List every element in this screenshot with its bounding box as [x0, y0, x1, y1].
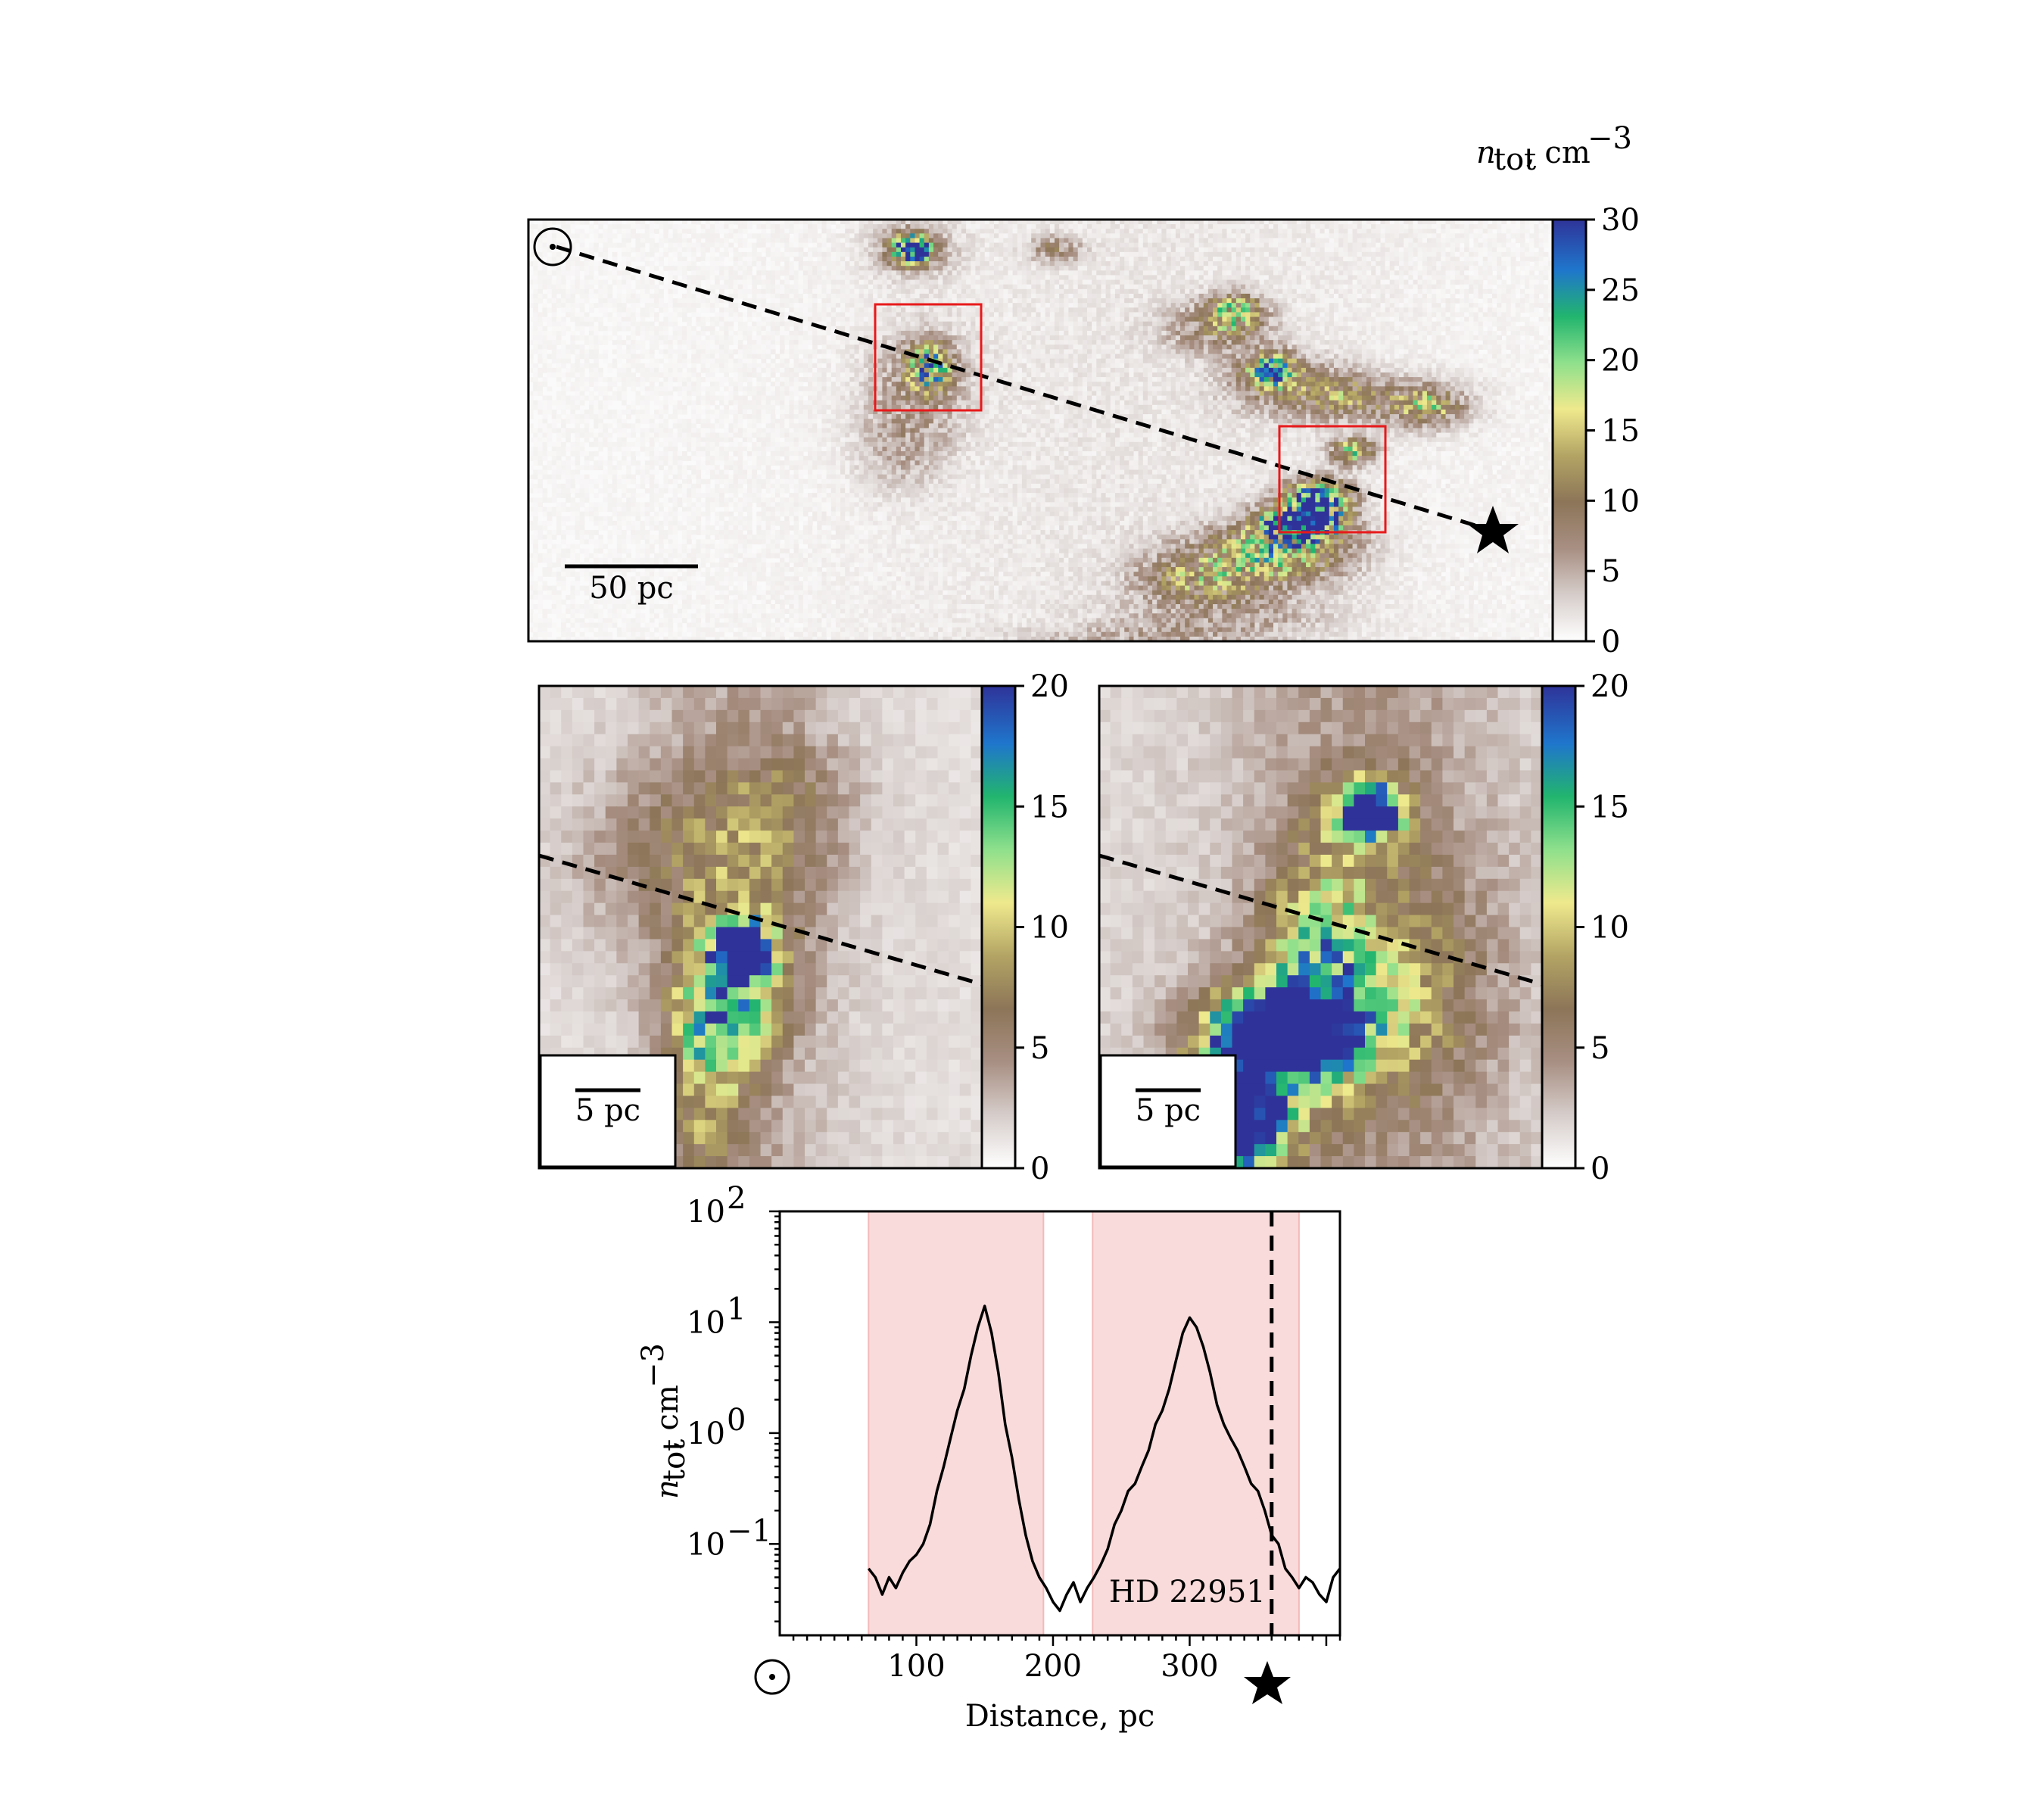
sun-icon [533, 227, 572, 266]
colorbar-tick-label: 20 [1601, 344, 1640, 379]
profile-frame [778, 1210, 1341, 1637]
colorbar-tick-label: 10 [1601, 484, 1640, 519]
main-map-density-image [528, 220, 1553, 641]
colorbar-tick-label: 5 [1030, 1031, 1049, 1066]
y-tick-exponent: 2 [727, 1181, 746, 1216]
main-colorbar-ticks: 0 5 10 15 20 25 30 [1586, 203, 1640, 659]
zoom-left-colorbar: 0 5 10 15 20 [980, 669, 1069, 1186]
shaded-region [868, 1211, 1045, 1636]
colorbar-label: n tot , cm −3 [1476, 121, 1632, 177]
zoom-right-scale-label: 5 pc [1136, 1093, 1201, 1128]
zoom-left-map: 5 pc [537, 684, 983, 1170]
star-name-label: HD 22951 [1109, 1575, 1266, 1610]
star-icon [1467, 506, 1519, 553]
zoom-right-colorbar-gradient [1541, 684, 1577, 1170]
scale-bar-label: 50 pc [589, 571, 674, 606]
x-axis-star-icon [1244, 1661, 1291, 1704]
x-axis-sun-icon [754, 1659, 790, 1695]
y-tick-label: 10 [687, 1417, 725, 1451]
y-tick-exponent: 0 [727, 1403, 746, 1438]
y-tick-exponent: −1 [727, 1513, 771, 1548]
colorbar-tick-label: 5 [1601, 554, 1620, 589]
zoom-left-sight-line [538, 853, 983, 986]
x-axis-label: Distance, pc [965, 1699, 1155, 1734]
zoom-right-colorbar-ticks: 0 5 10 15 20 [1575, 669, 1629, 1186]
main-map: 50 pc [527, 218, 1554, 643]
x-tick-label: 200 [1024, 1649, 1082, 1684]
colorbar-tick-label: 5 [1591, 1031, 1609, 1066]
zoom-left-colorbar-gradient [980, 684, 1017, 1170]
zoom-left-scale-box [539, 1054, 677, 1168]
colorbar-tick-label: 15 [1030, 790, 1069, 824]
highlight-box-right [1278, 425, 1387, 534]
zoom-left-scale-label: 5 pc [575, 1093, 640, 1128]
zoom-right-sight-line [1098, 853, 1543, 986]
main-colorbar-gradient [1551, 218, 1588, 643]
y-tick-label: 10 [687, 1305, 725, 1340]
colorbar-tick-label: 10 [1030, 911, 1069, 946]
zoom-left-colorbar-ticks: 0 5 10 15 20 [1015, 669, 1069, 1186]
y-tick-label: 10 [687, 1527, 725, 1562]
zoom-left-density-image [539, 686, 982, 1168]
x-tick-label: 300 [1161, 1649, 1218, 1684]
colorbar-tick-label: 0 [1591, 1152, 1609, 1186]
sight-line [556, 245, 1494, 533]
colorbar-tick-label: 30 [1601, 203, 1640, 238]
shaded-region [1092, 1211, 1300, 1636]
zoom-right-map: 5 pc [1098, 684, 1544, 1170]
profile-shaded-regions [868, 1211, 1300, 1636]
y-axis-label: n tot , cm −3 [636, 1343, 692, 1499]
zoom-right-scale-box [1099, 1054, 1237, 1168]
colorbar-tick-label: 10 [1591, 911, 1629, 946]
x-tick-label: 100 [887, 1649, 945, 1684]
colorbar-tick-label: 0 [1601, 625, 1620, 659]
colorbar-tick-label: 15 [1591, 790, 1629, 824]
profile-x-ticks: 100 200 300 [792, 1635, 1341, 1684]
colorbar-tick-label: 20 [1591, 669, 1629, 704]
y-tick-exponent: 1 [727, 1292, 746, 1326]
main-colorbar: 0 5 10 15 20 25 30 n tot , cm −3 [1476, 121, 1640, 659]
colorbar-tick-label: 0 [1030, 1152, 1049, 1186]
highlight-box-left [874, 303, 983, 412]
y-tick-label: 10 [687, 1195, 725, 1230]
colorbar-tick-label: 20 [1030, 669, 1069, 704]
zoom-right-colorbar: 0 5 10 15 20 [1541, 669, 1629, 1186]
colorbar-tick-label: 15 [1601, 414, 1640, 449]
profile-series-line [867, 1304, 1341, 1613]
colorbar-tick-label: 25 [1601, 273, 1640, 308]
